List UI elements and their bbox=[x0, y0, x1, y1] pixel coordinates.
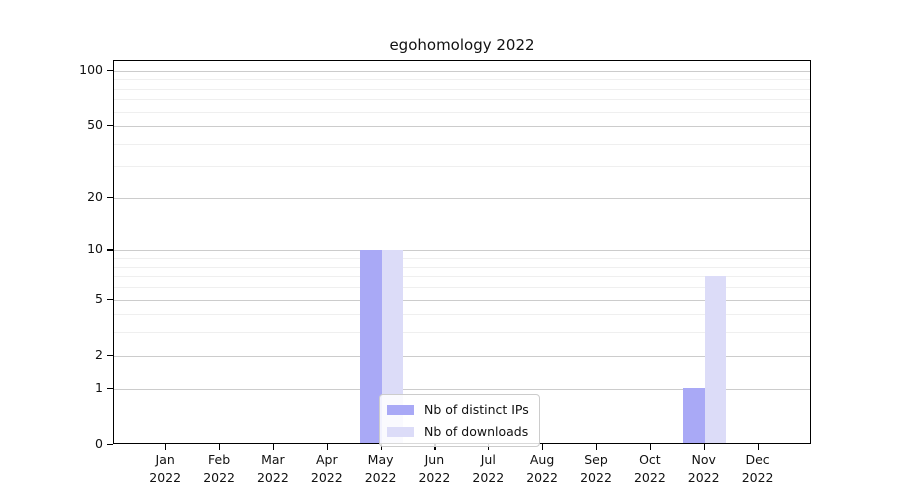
x-tick-label-nov: Nov 2022 bbox=[687, 452, 720, 485]
y-tick-label-2: 2 bbox=[95, 346, 103, 362]
y-tick-label-50: 50 bbox=[87, 117, 103, 133]
y-tick-mark-50 bbox=[107, 125, 113, 127]
x-tick-label-oct: Oct 2022 bbox=[633, 452, 666, 485]
y-tick-mark-1 bbox=[107, 387, 113, 389]
gridline-8 bbox=[114, 266, 810, 268]
bar-nov-distinct-ips bbox=[683, 388, 705, 443]
legend-row-downloads: Nb of downloads bbox=[387, 424, 529, 439]
gridline-60 bbox=[114, 111, 810, 113]
x-tick-label-jan: Jan 2022 bbox=[149, 452, 182, 485]
x-tick-mark-feb bbox=[219, 444, 221, 450]
gridline-2 bbox=[114, 355, 810, 357]
legend-swatch-distinct-ips bbox=[387, 404, 414, 415]
x-tick-label-may: May 2022 bbox=[364, 452, 397, 485]
x-tick-label-apr: Apr 2022 bbox=[310, 452, 343, 485]
x-tick-mark-jan bbox=[165, 444, 167, 450]
legend-label-distinct-ips: Nb of distinct IPs bbox=[424, 402, 529, 417]
gridline-4 bbox=[114, 314, 810, 316]
gridline-9 bbox=[114, 258, 810, 260]
x-tick-label-jun: Jun 2022 bbox=[418, 452, 451, 485]
x-tick-mark-aug bbox=[542, 444, 544, 450]
gridline-3 bbox=[114, 332, 810, 334]
gridline-70 bbox=[114, 99, 810, 101]
y-tick-mark-10 bbox=[107, 249, 113, 251]
x-tick-label-mar: Mar 2022 bbox=[256, 452, 289, 485]
plot-area: Nb of distinct IPs Nb of downloads bbox=[113, 60, 811, 447]
gridline-1 bbox=[114, 388, 810, 390]
x-tick-label-aug: Aug 2022 bbox=[526, 452, 558, 485]
y-tick-mark-2 bbox=[107, 354, 113, 356]
gridline-80 bbox=[114, 88, 810, 90]
y-tick-label-20: 20 bbox=[87, 189, 103, 204]
x-tick-mark-jul bbox=[488, 444, 490, 450]
bar-nov-downloads bbox=[704, 275, 727, 443]
legend-label-downloads: Nb of downloads bbox=[424, 424, 529, 439]
y-tick-label-0: 0 bbox=[95, 435, 103, 451]
gridline-20 bbox=[114, 198, 810, 199]
gridline-7 bbox=[114, 276, 810, 278]
x-tick-label-dec: Dec 2022 bbox=[741, 452, 774, 485]
legend-row-distinct-ips: Nb of distinct IPs bbox=[387, 402, 529, 417]
y-tick-label-5: 5 bbox=[95, 290, 103, 306]
legend: Nb of distinct IPs Nb of downloads bbox=[379, 394, 540, 447]
y-tick-label-1: 1 bbox=[95, 379, 103, 395]
gridline-50 bbox=[114, 126, 810, 128]
y-tick-mark-20 bbox=[107, 197, 113, 199]
y-tick-mark-100 bbox=[107, 69, 113, 71]
y-tick-label-100: 100 bbox=[79, 61, 103, 77]
x-tick-mark-apr bbox=[326, 444, 328, 450]
x-tick-label-sep: Sep 2022 bbox=[580, 452, 612, 485]
x-tick-label-jul: Jul 2022 bbox=[472, 452, 505, 485]
gridline-30 bbox=[114, 166, 810, 168]
bar-may-distinct-ips bbox=[360, 249, 382, 443]
x-tick-mark-nov bbox=[703, 444, 705, 450]
legend-swatch-downloads bbox=[387, 426, 414, 437]
y-tick-mark-5 bbox=[107, 298, 113, 300]
x-tick-mark-dec bbox=[757, 444, 759, 450]
y-tick-label-10: 10 bbox=[87, 241, 103, 257]
x-tick-label-feb: Feb 2022 bbox=[203, 452, 235, 485]
gridline-100 bbox=[114, 70, 810, 72]
chart-title: egohomology 2022 bbox=[389, 36, 535, 54]
x-tick-mark-may bbox=[380, 444, 382, 450]
gridline-10 bbox=[114, 250, 810, 252]
x-tick-mark-oct bbox=[649, 444, 652, 450]
gridline-5 bbox=[114, 299, 810, 301]
gridline-90 bbox=[114, 79, 810, 81]
gridline-6 bbox=[114, 287, 810, 288]
gridline-40 bbox=[114, 143, 810, 145]
x-tick-mark-jun bbox=[434, 444, 436, 450]
x-tick-mark-mar bbox=[272, 444, 275, 450]
x-tick-mark-sep bbox=[596, 444, 598, 450]
y-tick-mark-0 bbox=[107, 443, 113, 445]
